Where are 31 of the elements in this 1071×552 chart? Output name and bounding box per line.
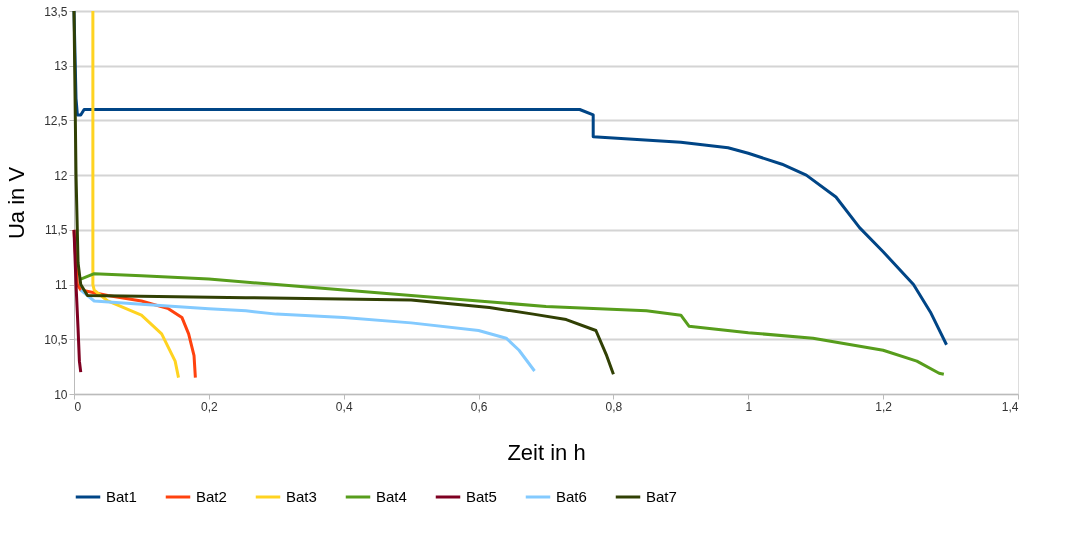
- x-tick-label: 0,4: [335, 399, 353, 414]
- legend-label: Bat7: [646, 488, 677, 505]
- x-tick-label: 0,2: [201, 399, 219, 414]
- line-series: [72, 228, 83, 374]
- legend-label: Bat4: [376, 488, 407, 505]
- y-tick-label: 10: [54, 387, 68, 402]
- line-series: [79, 272, 946, 376]
- legend-label: Bat6: [556, 488, 587, 505]
- y-axis-title: Ua in V: [4, 166, 30, 240]
- x-tick-label: 0: [74, 399, 82, 414]
- y-tick-label: 11,5: [45, 223, 68, 238]
- x-tick-label: 0,8: [605, 399, 623, 414]
- line-series: [72, 9, 949, 347]
- line-series: [79, 288, 537, 373]
- y-tick-label: 13: [54, 59, 68, 74]
- x-tick-label: 1,4: [1001, 399, 1019, 414]
- x-tick-label: 0,6: [470, 399, 488, 414]
- legend-label: Bat3: [286, 488, 317, 505]
- y-tick-label: 13,5: [44, 4, 68, 19]
- y-tick-label: 12,5: [44, 113, 68, 128]
- x-tick-label: 1,2: [875, 399, 893, 414]
- line-series: [72, 9, 615, 376]
- y-tick-label: 10,5: [44, 332, 68, 347]
- legend-label: Bat1: [106, 488, 137, 505]
- line-series: [91, 9, 181, 380]
- x-tick-label: 1: [745, 399, 753, 414]
- legend-label: Bat5: [466, 488, 497, 505]
- y-tick-label: 12: [54, 168, 68, 183]
- legend-label: Bat2: [196, 488, 227, 505]
- y-tick-label: 11: [55, 278, 68, 293]
- x-axis-title: Zeit in h: [507, 439, 586, 465]
